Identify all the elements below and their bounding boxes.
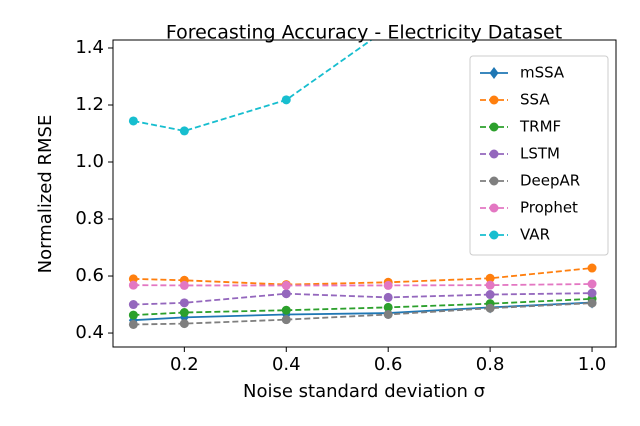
y-tick-label: 0.8 <box>75 208 104 229</box>
marker <box>128 300 138 310</box>
axes-frame <box>112 39 617 348</box>
marker <box>485 303 495 313</box>
chart-title: Forecasting Accuracy - Electricity Datas… <box>166 22 562 44</box>
legend-marker <box>489 149 499 159</box>
legend-box <box>469 55 609 256</box>
marker <box>383 310 393 320</box>
legend-label: Prophet <box>520 199 578 217</box>
x-tick-label: 0.2 <box>170 354 199 375</box>
marker <box>179 126 189 136</box>
y-tick-label: 0.4 <box>75 322 104 343</box>
legend-label: VAR <box>520 226 550 244</box>
legend-marker <box>489 67 499 79</box>
marker <box>383 292 393 302</box>
series-line <box>133 302 593 326</box>
marker <box>128 280 138 290</box>
y-tick-label: 1.2 <box>75 94 104 115</box>
marker <box>179 308 189 318</box>
marker <box>587 263 597 273</box>
legend: mSSA SSA TRMF LSTM DeepAR Prophet VAR <box>469 55 609 256</box>
marker <box>179 319 189 329</box>
marker <box>485 273 495 283</box>
marker <box>281 305 291 315</box>
series-line <box>133 283 593 287</box>
marker <box>383 280 393 290</box>
x-tick-label: 1.0 <box>578 354 607 375</box>
x-tick-label: 0.8 <box>476 354 505 375</box>
legend-marker <box>489 230 499 240</box>
y-tick-label: 1.0 <box>75 151 104 172</box>
marker <box>281 315 291 325</box>
marker <box>485 280 495 290</box>
marker <box>179 280 189 290</box>
y-tick-label: 1.4 <box>75 37 104 58</box>
series-line <box>133 292 593 306</box>
legend-marker <box>489 176 499 186</box>
marker <box>383 302 393 312</box>
marker <box>128 319 138 329</box>
marker <box>587 279 597 289</box>
legend-label: LSTM <box>520 145 560 163</box>
legend-label: TRMF <box>519 118 561 136</box>
marker <box>128 116 138 126</box>
legend-label: DeepAR <box>520 172 580 190</box>
marker <box>281 289 291 299</box>
legend-marker <box>489 203 499 213</box>
x-axis-label: Noise standard deviation σ <box>243 381 485 402</box>
marker <box>128 274 138 284</box>
series-line <box>133 40 373 132</box>
marker <box>281 280 291 290</box>
marker <box>128 310 138 320</box>
legend-marker <box>489 95 499 105</box>
legend-marker <box>489 122 499 132</box>
marker <box>485 290 495 300</box>
x-tick-label: 0.4 <box>272 354 301 375</box>
y-axis-label: Normalized RMSE <box>35 115 56 274</box>
marker <box>281 95 291 105</box>
series-line <box>133 267 593 286</box>
y-tick-label: 0.6 <box>75 265 104 286</box>
series-line <box>133 297 593 316</box>
marker <box>587 288 597 298</box>
plot-area <box>128 40 597 329</box>
marker <box>179 298 189 308</box>
marker <box>587 298 597 308</box>
x-tick-label: 0.6 <box>374 354 403 375</box>
legend-label: mSSA <box>520 64 565 82</box>
legend-label: SSA <box>520 91 550 109</box>
